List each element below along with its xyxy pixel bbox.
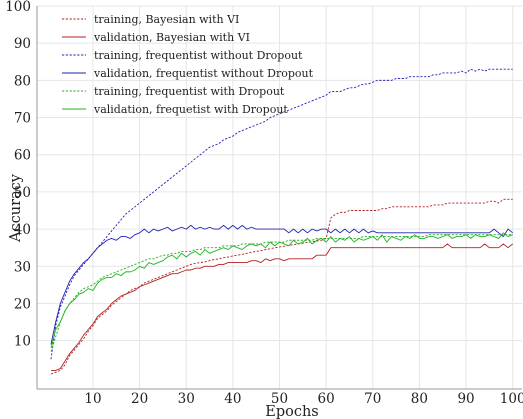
y-tick-label: 100 <box>5 0 31 15</box>
grid <box>37 5 522 389</box>
y-tick-label: 80 <box>14 73 31 89</box>
legend-label-4: validation, frequentist without Dropout <box>93 67 314 80</box>
x-tick-label: 80 <box>411 391 428 407</box>
x-tick-label: 50 <box>271 391 288 407</box>
y-tick-label: 50 <box>14 185 31 201</box>
x-tick-label: 70 <box>364 391 381 407</box>
x-tick-label: 10 <box>84 391 101 407</box>
y-tick-label: 60 <box>14 148 31 164</box>
tick-labels: 10 20 30 40 50 60 70 80 90 100 10 20 30 40 50 60 70 80 90 1… <box>5 0 523 407</box>
series-line-6 <box>50 232 513 349</box>
legend: training, Bayesian with VI validation, Ba… <box>62 13 314 116</box>
y-tick-label: 90 <box>14 36 31 52</box>
x-tick-label: 90 <box>457 391 474 407</box>
legend-label-2: validation, Bayesian with VI <box>93 31 250 44</box>
legend-label-5: training, frequentist with Dropout <box>94 85 285 98</box>
x-axis-label: Epochs <box>265 404 319 419</box>
y-tick-label: 40 <box>14 222 31 238</box>
y-tick-label: 10 <box>14 334 31 350</box>
series-line-5 <box>50 234 513 352</box>
x-tick-label: 20 <box>131 391 148 407</box>
x-tick-label: 100 <box>500 391 523 407</box>
series-line-2 <box>50 243 513 371</box>
legend-label-3: training, frequentist without Dropout <box>94 49 303 62</box>
legend-label-1: training, Bayesian with VI <box>94 13 239 26</box>
y-tick-label: 20 <box>14 296 31 312</box>
y-axis-label: Accuracy <box>8 173 24 243</box>
series-line-1 <box>50 198 513 375</box>
legend-label-6: validation, frequetist with Dropout <box>93 103 288 116</box>
axes <box>36 6 522 390</box>
x-tick-label: 60 <box>318 391 335 407</box>
x-tick-label: 30 <box>178 391 195 407</box>
y-tick-label: 30 <box>14 259 31 275</box>
x-tick-label: 40 <box>224 391 241 407</box>
series-line-4 <box>50 224 513 345</box>
y-tick-label: 70 <box>14 111 31 127</box>
series-group <box>50 68 513 375</box>
series-line-3 <box>50 68 513 360</box>
